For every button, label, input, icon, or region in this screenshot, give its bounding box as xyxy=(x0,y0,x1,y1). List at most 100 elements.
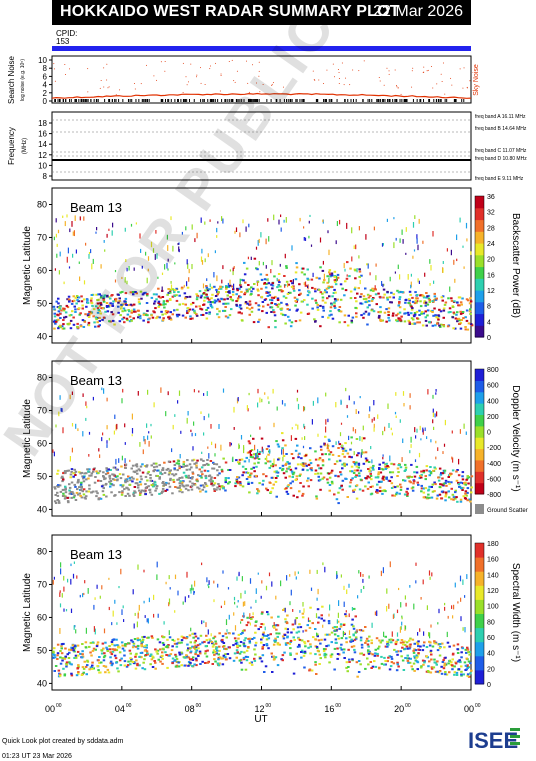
scatter-cell xyxy=(253,470,256,473)
scatter-cell xyxy=(441,661,445,663)
scatter-cell xyxy=(256,452,258,458)
scatter-cell xyxy=(94,316,98,319)
scatter-cell xyxy=(246,306,249,309)
scatter-cell xyxy=(79,276,81,281)
noise-point xyxy=(459,68,461,70)
scatter-cell xyxy=(444,656,447,659)
scatter-cell xyxy=(87,324,91,327)
scatter-cell xyxy=(70,672,73,675)
scatter-cell xyxy=(160,387,162,393)
scatter-cell xyxy=(102,659,106,662)
scatter-cell xyxy=(195,305,198,308)
scatter-cell xyxy=(272,311,276,314)
scatter-cell xyxy=(328,269,332,272)
scatter-cell xyxy=(165,300,169,302)
scatter-cell xyxy=(211,642,214,645)
scatter-cell xyxy=(65,661,69,664)
scatter-cell xyxy=(167,292,170,294)
scatter-cell xyxy=(379,471,383,474)
scatter-cell xyxy=(132,642,136,645)
scatter-cell xyxy=(234,601,236,605)
scatter-cell xyxy=(429,671,433,674)
scatter-cell xyxy=(440,665,443,668)
scatter-cell xyxy=(63,608,65,612)
scatter-cell xyxy=(143,658,146,661)
scatter-cell xyxy=(420,476,423,479)
scatter-cell xyxy=(196,294,199,297)
scatter-cell xyxy=(466,574,468,580)
scatter-cell xyxy=(403,648,406,651)
scatter-cell xyxy=(177,460,180,463)
scatter-cell xyxy=(422,427,424,433)
noise-bar xyxy=(367,99,369,102)
scatter-cell xyxy=(188,268,190,274)
scatter-cell xyxy=(282,637,286,640)
scatter-cell xyxy=(249,578,252,584)
scatter-cell xyxy=(360,646,364,649)
scatter-cell xyxy=(403,493,407,496)
scatter-cell xyxy=(121,276,123,280)
scatter-cell xyxy=(84,641,88,644)
scatter-cell xyxy=(337,612,339,618)
scatter-cell xyxy=(375,275,377,281)
scatter-cell xyxy=(147,435,149,440)
scatter-cell xyxy=(253,657,256,660)
scatter-cell xyxy=(386,465,389,467)
scatter-cell xyxy=(348,455,351,458)
scatter-cell xyxy=(331,317,335,320)
noise-bar xyxy=(316,99,318,102)
noise-point xyxy=(106,63,108,65)
noise-bar xyxy=(184,99,186,102)
scatter-cell xyxy=(208,585,210,589)
scatter-cell xyxy=(64,315,68,318)
scatter-cell xyxy=(102,647,105,650)
scatter-cell xyxy=(112,484,115,487)
scatter-cell xyxy=(196,459,199,462)
scatter-cell xyxy=(266,295,270,297)
scatter-cell xyxy=(194,653,197,656)
colorbar-tick: 24 xyxy=(487,241,495,248)
scatter-cell xyxy=(178,465,181,468)
noise-point xyxy=(271,84,273,86)
colorbar-segment xyxy=(475,585,484,600)
scatter-cell xyxy=(273,622,275,626)
scatter-cell xyxy=(85,495,88,498)
scatter-cell xyxy=(214,660,217,663)
scatter-cell xyxy=(150,423,152,427)
scatter-cell xyxy=(302,267,305,270)
scatter-cell xyxy=(238,311,241,314)
scatter-cell xyxy=(131,646,135,649)
scatter-cell xyxy=(201,313,205,316)
scatter-cell xyxy=(341,447,345,450)
scatter-cell xyxy=(113,649,116,652)
scatter-cell xyxy=(285,621,289,624)
scatter-cell xyxy=(360,302,364,305)
scatter-cell xyxy=(238,571,240,576)
noise-point xyxy=(345,77,347,79)
scatter-cell xyxy=(192,458,196,461)
scatter-cell xyxy=(281,432,284,435)
scatter-cell xyxy=(355,315,358,318)
scatter-cell xyxy=(154,667,157,670)
scatter-cell xyxy=(243,273,247,276)
scatter-cell xyxy=(278,219,280,225)
scatter-cell xyxy=(248,313,251,316)
scatter-cell xyxy=(465,651,468,654)
noise-ylabel: Search Noise xyxy=(7,55,16,104)
scatter-cell xyxy=(250,606,252,609)
scatter-cell xyxy=(106,305,110,307)
scatter-cell xyxy=(188,658,192,661)
scatter-cell xyxy=(224,647,227,650)
scatter-cell xyxy=(57,484,60,487)
scatter-cell xyxy=(395,640,398,643)
scatter-cell xyxy=(111,639,114,642)
scatter-cell xyxy=(214,443,217,449)
scatter-cell xyxy=(98,305,102,308)
scatter-cell xyxy=(204,645,208,648)
noise-point xyxy=(53,68,55,70)
scatter-cell xyxy=(427,294,431,297)
scatter-cell xyxy=(205,317,209,320)
noise-point xyxy=(432,87,434,89)
scatter-cell xyxy=(105,302,109,304)
noise-point xyxy=(153,75,155,77)
